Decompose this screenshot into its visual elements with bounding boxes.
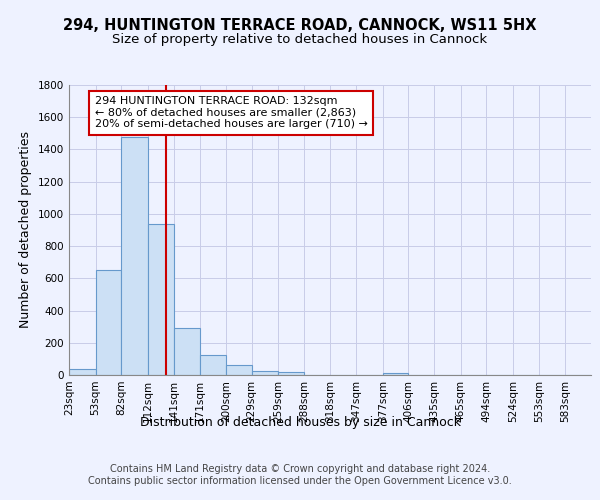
Text: Distribution of detached houses by size in Cannock: Distribution of detached houses by size …: [139, 416, 461, 429]
Bar: [173, 328, 200, 375]
Text: 294, HUNTINGTON TERRACE ROAD, CANNOCK, WS11 5HX: 294, HUNTINGTON TERRACE ROAD, CANNOCK, W…: [63, 18, 537, 32]
Bar: [95, 270, 121, 375]
Bar: [251, 372, 278, 375]
Y-axis label: Number of detached properties: Number of detached properties: [19, 132, 32, 328]
Bar: [278, 372, 304, 375]
Text: Size of property relative to detached houses in Cannock: Size of property relative to detached ho…: [112, 32, 488, 46]
Bar: [226, 365, 251, 375]
Bar: [148, 224, 173, 375]
Text: 294 HUNTINGTON TERRACE ROAD: 132sqm
← 80% of detached houses are smaller (2,863): 294 HUNTINGTON TERRACE ROAD: 132sqm ← 80…: [95, 96, 368, 130]
Bar: [383, 373, 409, 375]
Bar: [121, 138, 148, 375]
Text: Contains HM Land Registry data © Crown copyright and database right 2024.
Contai: Contains HM Land Registry data © Crown c…: [88, 464, 512, 486]
Bar: [200, 355, 226, 375]
Bar: [69, 369, 95, 375]
